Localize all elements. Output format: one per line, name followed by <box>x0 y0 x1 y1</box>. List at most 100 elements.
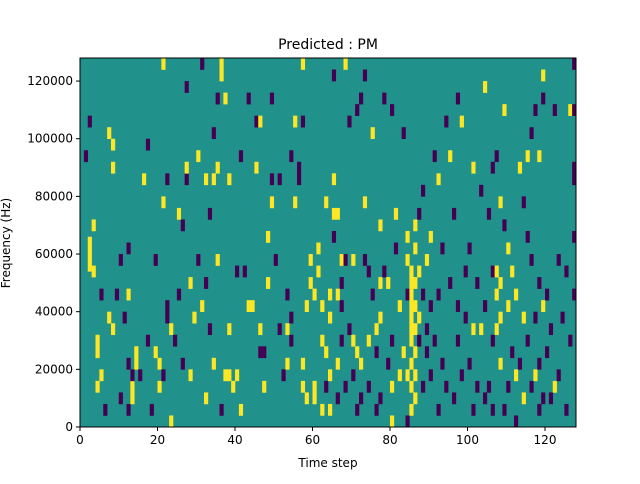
heatmap-cell <box>390 415 395 428</box>
heatmap-cell <box>537 357 542 370</box>
heatmap-cell <box>335 357 340 370</box>
heatmap-cell <box>568 334 573 347</box>
heatmap-cell <box>335 207 340 220</box>
heatmap-cell <box>428 230 433 243</box>
heatmap-cell <box>184 81 189 93</box>
heatmap-cell <box>169 323 174 336</box>
heatmap-cell <box>285 288 290 301</box>
heatmap-cell <box>281 369 286 382</box>
heatmap-cell <box>204 392 209 405</box>
heatmap-cell <box>390 380 395 393</box>
heatmap-cell <box>459 115 464 128</box>
heatmap-cell <box>300 58 306 70</box>
heatmap-cell <box>192 311 197 324</box>
heatmap-cell <box>413 369 418 382</box>
heatmap-cell <box>370 288 375 301</box>
heatmap-cell <box>347 115 352 128</box>
heatmap-cell <box>293 115 298 128</box>
heatmap-cell <box>215 92 220 105</box>
heatmap-cell <box>545 288 550 301</box>
heatmap-cell <box>378 392 383 405</box>
heatmap-cell <box>142 173 147 186</box>
heatmap-cell <box>312 380 317 393</box>
heatmap-cell <box>87 259 92 272</box>
heatmap-cell <box>529 380 534 393</box>
heatmap-cell <box>529 127 534 140</box>
heatmap-cell <box>517 357 523 370</box>
heatmap-cell <box>227 323 232 336</box>
heatmap-cell <box>401 127 406 140</box>
heatmap-cell <box>366 265 371 278</box>
heatmap-cell <box>219 69 224 82</box>
heatmap-cell <box>289 150 294 163</box>
heatmap-cell <box>145 138 151 151</box>
heatmap-cell <box>324 380 329 393</box>
heatmap-cell <box>541 92 546 105</box>
heatmap-cell <box>502 403 507 416</box>
heatmap-cell <box>254 161 259 174</box>
heatmap-cell <box>378 311 383 324</box>
heatmap-cell <box>432 334 437 347</box>
heatmap-cell <box>409 288 414 301</box>
y-tick-label: 40000 <box>35 305 73 319</box>
heatmap-cell <box>494 323 499 336</box>
heatmap-cell <box>320 334 325 347</box>
heatmap-cell <box>262 346 267 359</box>
heatmap-cell <box>548 392 554 405</box>
heatmap-cell <box>533 369 538 382</box>
heatmap-cell <box>184 173 189 186</box>
heatmap-cell <box>541 69 546 82</box>
heatmap-cell <box>188 277 193 289</box>
heatmap-cell <box>494 288 499 301</box>
heatmap-cell <box>471 161 476 174</box>
heatmap-cell <box>126 288 131 301</box>
x-tick-label: 120 <box>534 433 557 447</box>
heatmap-cell <box>405 369 410 382</box>
heatmap-cell <box>533 104 538 116</box>
heatmap-cell <box>417 311 422 324</box>
heatmap-cell <box>161 196 166 209</box>
heatmap-cell <box>405 254 410 266</box>
heatmap-cell <box>374 323 379 336</box>
heatmap-cell <box>165 311 170 324</box>
heatmap-cell <box>556 369 561 382</box>
heatmap-cell <box>238 403 244 416</box>
heatmap-cell <box>521 311 526 324</box>
heatmap-cell <box>300 115 306 128</box>
heatmap-cell <box>409 323 414 336</box>
heatmap-cell <box>467 357 472 370</box>
heatmap-cell <box>409 357 414 370</box>
chart-title: Predicted : PM <box>278 37 378 53</box>
heatmap-cell <box>355 403 360 416</box>
heatmap-cell <box>235 369 240 382</box>
heatmap-cell <box>362 69 368 82</box>
heatmap-cell <box>498 357 503 370</box>
heatmap-cell <box>161 369 166 382</box>
heatmap-cell <box>169 415 174 428</box>
heatmap-cell <box>223 369 228 382</box>
heatmap-cell <box>204 277 209 289</box>
heatmap-cell <box>366 380 371 393</box>
heatmap-cell <box>273 254 278 266</box>
heatmap-cell <box>409 403 414 416</box>
heatmap-cell <box>409 334 414 347</box>
heatmap-cell <box>297 173 302 186</box>
heatmap-cell <box>180 357 185 370</box>
heatmap-cell <box>308 277 313 289</box>
heatmap-cell <box>409 311 414 324</box>
heatmap-cell <box>568 104 573 116</box>
heatmap-cell <box>215 161 220 174</box>
heatmap-cell <box>262 380 267 393</box>
heatmap-cell <box>153 346 158 359</box>
heatmap-cell <box>494 150 499 163</box>
heatmap-cell <box>405 230 410 243</box>
heatmap-cell <box>386 357 391 370</box>
heatmap-cell <box>455 92 461 105</box>
heatmap-cell <box>359 92 364 105</box>
heatmap-cell <box>471 403 476 416</box>
heatmap-cell <box>506 380 511 393</box>
heatmap-cell <box>409 277 414 289</box>
heatmap-cell <box>118 254 123 266</box>
heatmap-cell <box>514 369 519 382</box>
